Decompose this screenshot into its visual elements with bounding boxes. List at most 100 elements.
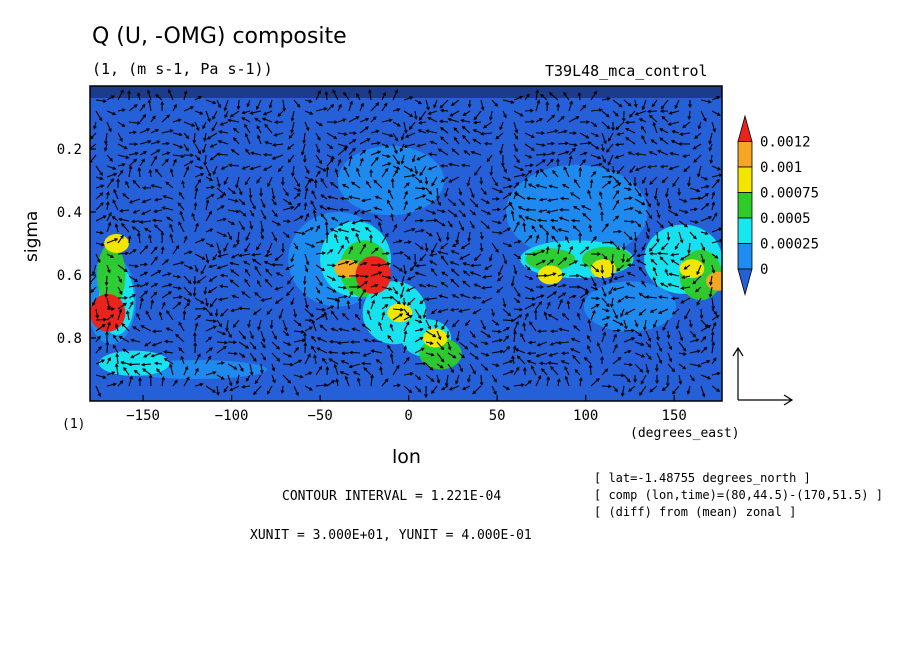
wind-vector-head <box>411 227 416 232</box>
wind-vector <box>579 246 589 255</box>
wind-vector-head <box>462 112 467 117</box>
wind-vector-head <box>648 248 653 252</box>
wind-vector <box>680 297 691 304</box>
wind-vector <box>168 89 174 101</box>
wind-vector <box>273 143 284 146</box>
wind-vector <box>150 256 158 266</box>
wind-vector-head <box>531 225 536 230</box>
wind-vector <box>369 90 372 101</box>
wind-vector <box>678 231 683 243</box>
wind-vector <box>106 297 111 309</box>
wind-vector <box>667 231 670 241</box>
wind-vector-head <box>310 313 314 318</box>
wind-vector-head <box>343 91 347 96</box>
wind-vector <box>326 132 337 140</box>
wind-vector <box>436 198 441 206</box>
wind-vector-head <box>596 377 600 382</box>
wind-vector <box>480 231 483 239</box>
wind-vector <box>216 341 228 344</box>
wind-vector-head <box>318 122 323 127</box>
wind-vector-head <box>524 207 529 212</box>
wind-vector-head <box>447 346 452 351</box>
wind-vector-head <box>199 165 204 170</box>
wind-vector-head <box>157 270 162 274</box>
wind-vector-head <box>558 216 563 221</box>
wind-vector-head <box>639 392 643 396</box>
wind-vector <box>381 252 390 255</box>
wind-vector <box>237 99 240 110</box>
wind-vector <box>128 104 138 112</box>
wind-vector <box>230 262 240 266</box>
wind-vector-head <box>528 380 532 384</box>
wind-vector-head <box>256 179 260 184</box>
wind-vector <box>106 371 115 376</box>
wind-vector <box>161 129 173 134</box>
wind-vector <box>524 178 527 189</box>
wind-vector-head <box>352 147 356 152</box>
wind-vector-head <box>107 321 111 326</box>
wind-vector <box>205 297 208 306</box>
wind-vector-head <box>423 361 428 366</box>
wind-vector <box>223 176 229 185</box>
wind-vector <box>667 209 678 216</box>
wind-vector <box>416 154 427 161</box>
wind-vector-head <box>352 138 357 143</box>
wind-vector <box>336 379 339 387</box>
wind-vector <box>662 385 669 391</box>
wind-vector-head <box>716 178 720 183</box>
wind-vector <box>328 351 339 354</box>
wind-vector-head <box>110 178 114 182</box>
wind-vector-head <box>154 256 158 261</box>
wind-vector <box>349 363 361 368</box>
wind-vector-head <box>160 100 165 105</box>
wind-vector-head <box>488 257 493 262</box>
wind-vector-head <box>355 232 360 237</box>
wind-vector-head <box>716 112 721 116</box>
wind-vector-head <box>624 325 628 330</box>
wind-vector <box>227 198 238 202</box>
wind-vector-head <box>638 118 643 122</box>
wind-vector-head <box>212 171 217 176</box>
wind-vector-head <box>169 129 174 133</box>
wind-vector-head <box>308 387 313 391</box>
wind-vector <box>491 330 502 333</box>
wind-vector-head <box>334 168 339 173</box>
wind-vector-head <box>548 184 553 189</box>
wind-vector <box>122 348 130 354</box>
wind-vector <box>452 242 460 247</box>
wind-vector-head <box>461 386 466 391</box>
wind-vector <box>667 220 674 227</box>
wind-vector <box>216 346 227 354</box>
wind-vector-head <box>156 140 161 144</box>
wind-vector-head <box>633 237 638 242</box>
wind-vector-head <box>697 125 702 130</box>
wind-vector-head <box>671 129 676 134</box>
wind-vector <box>480 374 483 386</box>
wind-vector-head <box>528 154 533 159</box>
wind-vector-head <box>198 95 202 100</box>
wind-vector-head <box>510 210 515 215</box>
wind-vector <box>216 362 224 365</box>
wind-vector-head <box>385 144 390 148</box>
wind-vector <box>570 348 581 354</box>
wind-vector <box>381 162 391 167</box>
wind-vector <box>634 99 637 107</box>
wind-vector <box>678 330 683 341</box>
wind-vector-head <box>582 104 587 109</box>
wind-vector-head <box>327 195 332 199</box>
wind-vector-head <box>246 103 250 108</box>
wind-vector <box>651 99 658 107</box>
wind-vector <box>414 319 422 323</box>
wind-vector-head <box>97 259 101 264</box>
wind-vector-head <box>681 275 686 279</box>
wind-vector-head <box>542 159 547 163</box>
wind-vector <box>425 99 430 110</box>
wind-vector <box>272 154 284 160</box>
wind-vector <box>589 225 592 233</box>
wind-vector-head <box>565 235 569 240</box>
wind-vector-head <box>263 167 268 171</box>
wind-vector <box>525 216 537 222</box>
wind-vector <box>429 153 438 156</box>
wind-vector <box>254 117 262 123</box>
wind-vector-head <box>450 369 455 374</box>
